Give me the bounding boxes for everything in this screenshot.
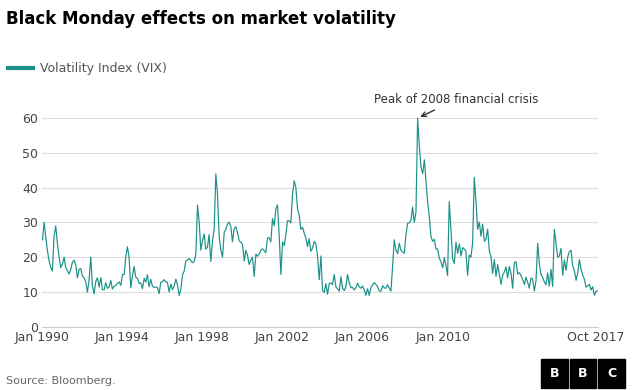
Text: B: B	[550, 367, 559, 380]
Text: Black Monday effects on market volatility: Black Monday effects on market volatilit…	[6, 10, 396, 28]
Text: C: C	[607, 367, 616, 380]
Text: Source: Bloomberg.: Source: Bloomberg.	[6, 376, 116, 386]
Text: Peak of 2008 financial crisis: Peak of 2008 financial crisis	[374, 93, 539, 116]
Text: B: B	[579, 367, 588, 380]
Text: Volatility Index (VIX): Volatility Index (VIX)	[40, 62, 166, 75]
